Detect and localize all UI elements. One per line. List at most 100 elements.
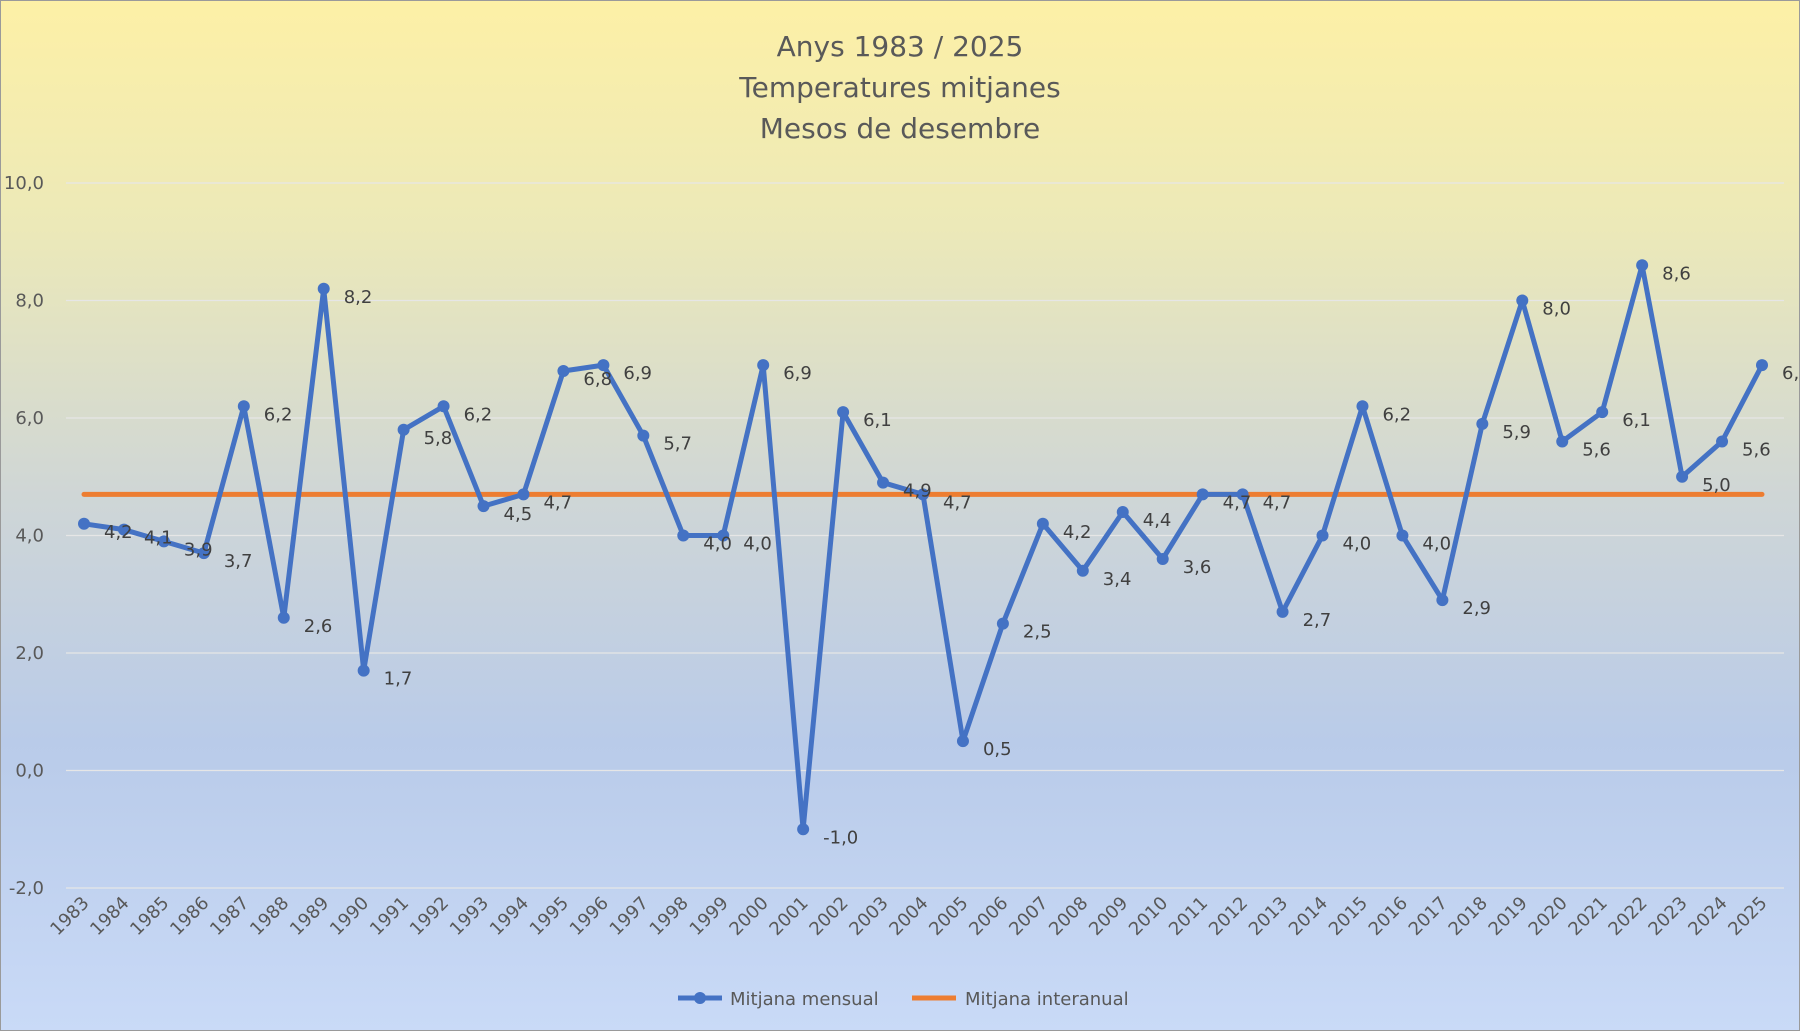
- data-label: 3,9: [184, 539, 213, 560]
- legend-label-mitjana-mensual: Mitjana mensual: [730, 989, 879, 1010]
- y-tick-label: 6,0: [15, 408, 44, 429]
- data-label: 4,0: [703, 534, 732, 555]
- data-label: 3,7: [224, 551, 253, 572]
- x-tick-label: 2019: [1485, 893, 1532, 940]
- y-tick-label: 0,0: [15, 761, 44, 782]
- x-tick-label: 1993: [446, 893, 493, 940]
- data-point: [277, 611, 290, 624]
- x-tick-label: 1986: [166, 893, 213, 940]
- data-point: [117, 523, 130, 536]
- x-tick-label: 2013: [1245, 893, 1292, 940]
- data-point: [1276, 605, 1289, 618]
- data-label: 8,2: [344, 287, 373, 308]
- data-label: 6,8: [583, 369, 612, 390]
- data-point: [557, 365, 570, 377]
- x-tick-label: 2021: [1564, 893, 1611, 940]
- x-tick-label: 1996: [566, 893, 613, 940]
- y-tick-label: 10,0: [4, 173, 44, 194]
- x-tick-label: 2002: [805, 893, 852, 940]
- x-tick-label: 1983: [46, 893, 93, 940]
- data-point: [1316, 529, 1329, 542]
- x-tick-label: 1997: [606, 893, 653, 940]
- gridlines: [66, 182, 1784, 889]
- data-label: 5,7: [663, 434, 692, 455]
- data-label: 2,5: [1023, 622, 1052, 643]
- data-label: 4,7: [1263, 492, 1292, 513]
- data-point: [317, 282, 330, 295]
- data-label: 8,0: [1542, 299, 1571, 320]
- y-tick-label: 2,0: [15, 643, 44, 664]
- data-point: [517, 488, 530, 501]
- data-label: 4,0: [1343, 534, 1372, 555]
- x-tick-label: 2007: [1005, 893, 1052, 940]
- x-tick-label: 2014: [1285, 893, 1332, 940]
- x-tick-label: 2001: [765, 893, 812, 940]
- x-tick-label: 2016: [1365, 893, 1412, 940]
- data-point: [717, 529, 730, 542]
- data-point: [1636, 259, 1649, 272]
- y-tick-label: 8,0: [15, 291, 44, 312]
- data-label: 0,5: [983, 739, 1012, 760]
- x-tick-label: 1985: [126, 893, 173, 940]
- legend-label-mitjana-interanual: Mitjana interanual: [965, 989, 1129, 1010]
- x-tick-label: 1999: [686, 893, 733, 940]
- x-tick-label: 2006: [965, 893, 1012, 940]
- data-point: [1076, 564, 1089, 577]
- data-point: [1476, 417, 1489, 430]
- x-tick-label: 1988: [246, 893, 293, 940]
- data-point: [1676, 470, 1689, 483]
- legend-marker-mitjana-mensual: [694, 992, 706, 1004]
- data-point: [197, 547, 210, 560]
- data-point: [1396, 529, 1409, 542]
- data-label: 6,9: [623, 363, 652, 384]
- chart-title: Anys 1983 / 2025 Temperatures mitjanes M…: [738, 30, 1060, 145]
- data-label: 6,1: [1622, 410, 1651, 431]
- data-label: 4,0: [743, 534, 772, 555]
- chart-title-line-3: Mesos de desembre: [760, 112, 1040, 145]
- data-point: [1156, 553, 1169, 565]
- x-tick-label: 2003: [845, 893, 892, 940]
- data-label: 6,9: [783, 363, 812, 384]
- x-tick-label: 2011: [1165, 893, 1212, 940]
- data-point: [996, 617, 1009, 630]
- data-label: 5,6: [1742, 440, 1771, 461]
- data-label: 8,6: [1662, 263, 1691, 284]
- data-point: [757, 359, 770, 372]
- x-tick-label: 1990: [326, 893, 373, 940]
- x-tick-label: 1995: [526, 893, 573, 940]
- data-label: 5,0: [1702, 475, 1731, 496]
- data-point: [397, 423, 410, 436]
- data-point: [477, 500, 490, 513]
- x-tick-label: 1989: [286, 893, 333, 940]
- x-tick-label: 2017: [1405, 893, 1452, 940]
- data-label: 1,7: [384, 669, 413, 690]
- data-point: [1596, 406, 1609, 419]
- x-tick-label: 2010: [1125, 893, 1172, 940]
- data-label: -1,0: [823, 827, 858, 848]
- data-label: 6,2: [264, 404, 293, 425]
- x-tick-label: 2005: [925, 893, 972, 940]
- x-axis-tick-labels: 1983198419851986198719881989199019911992…: [46, 893, 1771, 940]
- x-tick-label: 2022: [1604, 893, 1651, 940]
- y-axis-tick-labels: -2,0 0,0 2,0 4,0 6,0 8,0 10,0: [4, 173, 44, 899]
- legend: Mitjana mensual Mitjana interanual: [678, 989, 1129, 1010]
- data-label: 4,2: [1063, 522, 1092, 543]
- chart-title-line-2: Temperatures mitjanes: [738, 71, 1060, 104]
- data-label: 4,9: [903, 481, 932, 502]
- data-label: 6,9: [1782, 363, 1800, 384]
- data-label: 4,2: [104, 522, 133, 543]
- data-point: [437, 400, 450, 413]
- series-lines: [78, 259, 1768, 836]
- data-label: 5,8: [424, 428, 453, 449]
- x-tick-label: 2024: [1684, 893, 1731, 940]
- data-label: 2,6: [304, 616, 333, 637]
- x-tick-label: 2020: [1525, 893, 1572, 940]
- x-tick-label: 2004: [885, 893, 932, 940]
- data-point: [237, 400, 250, 413]
- data-label: 6,1: [863, 410, 892, 431]
- data-point: [917, 488, 929, 501]
- series-line-mitjana-mensual: [81, 262, 1765, 832]
- x-tick-label: 2018: [1445, 893, 1492, 940]
- data-label: 3,4: [1103, 569, 1132, 590]
